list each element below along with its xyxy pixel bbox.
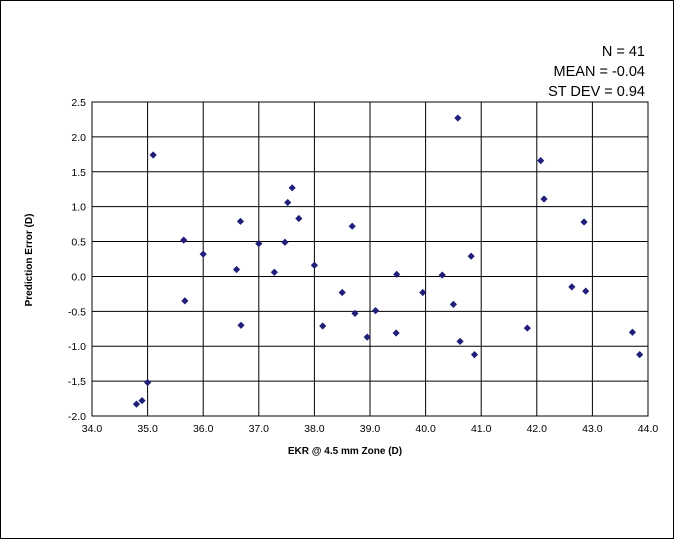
grid-layer <box>91 101 649 417</box>
y-tick-label: -1.5 <box>68 376 86 388</box>
data-point <box>449 300 457 308</box>
data-point <box>181 297 189 305</box>
data-point <box>144 378 152 387</box>
data-point <box>470 350 479 359</box>
data-point <box>371 307 380 315</box>
data-point <box>456 337 464 345</box>
data-point <box>438 271 446 279</box>
data-point <box>537 157 545 165</box>
data-points <box>132 114 644 408</box>
x-tick-label: 44.0 <box>638 423 659 435</box>
y-tick-label: 1.5 <box>71 167 86 179</box>
data-point <box>132 400 141 408</box>
x-tick-label: 39.0 <box>360 423 381 435</box>
data-point <box>232 265 241 274</box>
data-point <box>523 324 531 332</box>
data-point <box>270 268 278 276</box>
data-point <box>392 329 400 337</box>
data-point <box>636 350 644 359</box>
y-tick-labels: 2.5 2.0 1.5 1.0 0.5 0.0 -0.5 -1.0 -1.5 -2.0 <box>68 97 86 423</box>
x-tick-label: 41.0 <box>471 423 492 435</box>
data-point <box>288 184 296 192</box>
stats-stdev: ST DEV = 0.94 <box>548 84 645 100</box>
data-point <box>284 198 292 207</box>
y-tick-label: 2.5 <box>71 97 86 109</box>
x-tick-label: 43.0 <box>582 423 603 435</box>
data-point <box>540 195 548 203</box>
x-tick-label: 34.0 <box>82 423 103 435</box>
x-tick-labels: 34.0 35.0 36.0 37.0 38.0 39.0 40.0 41.0 42.0 43.0… <box>82 423 659 435</box>
data-point <box>199 250 207 258</box>
y-tick-label: -1.0 <box>68 341 86 353</box>
data-point <box>255 240 263 248</box>
x-tick-label: 38.0 <box>304 423 325 435</box>
data-point <box>467 252 475 260</box>
data-point <box>236 217 245 225</box>
data-point <box>310 261 318 269</box>
data-point <box>393 270 401 278</box>
data-point <box>628 328 637 336</box>
data-point <box>281 238 289 246</box>
x-tick-label: 36.0 <box>193 423 214 435</box>
plot-border <box>91 101 649 417</box>
y-tick-label: -0.5 <box>68 306 86 318</box>
data-point <box>454 114 462 122</box>
data-point <box>295 214 303 223</box>
y-tick-label: 0.0 <box>71 271 86 283</box>
x-axis-label: EKR @ 4.5 mm Zone (D) <box>288 446 402 457</box>
x-tick-label: 42.0 <box>527 423 548 435</box>
data-point <box>363 333 371 341</box>
data-point <box>580 218 588 226</box>
x-tick-label: 37.0 <box>249 423 270 435</box>
data-point <box>319 322 327 330</box>
data-point <box>419 288 427 297</box>
data-point <box>180 236 188 244</box>
stats-mean: MEAN = -0.04 <box>553 64 645 80</box>
data-point <box>338 288 346 297</box>
data-point <box>138 397 146 405</box>
data-point <box>582 287 590 295</box>
y-axis-label: Prediction Error (D) <box>24 214 35 307</box>
stats-box: N = 41 MEAN = -0.04 ST DEV = 0.94 <box>548 42 645 102</box>
y-tick-label: 1.0 <box>71 202 86 214</box>
data-point <box>351 309 359 318</box>
y-tick-label: -2.0 <box>68 411 86 423</box>
data-point <box>237 321 245 329</box>
x-tick-label: 40.0 <box>415 423 436 435</box>
x-tick-label: 35.0 <box>137 423 158 435</box>
stats-n: N = 41 <box>601 44 645 60</box>
y-tick-label: 0.5 <box>71 237 86 249</box>
data-point <box>568 283 576 291</box>
y-tick-label: 2.0 <box>71 132 86 144</box>
data-point <box>348 222 356 230</box>
data-point <box>149 151 157 159</box>
